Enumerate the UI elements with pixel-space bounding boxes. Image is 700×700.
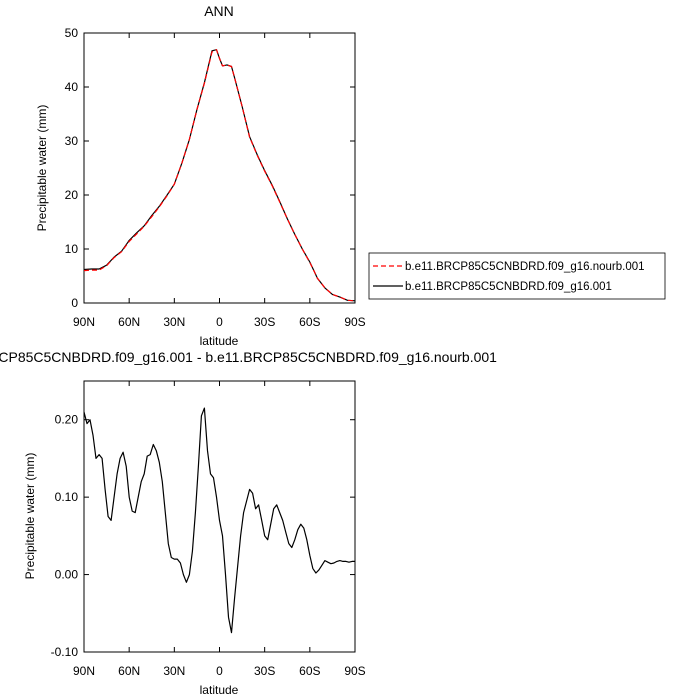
top-y-ticks: 0 10 20 30 40 50 [65,26,355,310]
bottom-panel: b.e11.BRCP85C5CNBDRD.f09_g16.001 - b.e11… [0,349,497,697]
bottom-title: b.e11.BRCP85C5CNBDRD.f09_g16.001 - b.e11… [0,349,497,365]
bottom-x-tick-label: 90N [73,664,95,678]
bottom-x-tick-label: 30S [254,664,275,678]
bottom-x-tick-label: 0 [216,664,223,678]
top-x-tick-label: 60N [118,315,140,329]
top-y-axis-label: Precipitable water (mm) [35,105,49,232]
bottom-x-ticks: 90N 60N 30N 0 30S 60S 90S [73,381,366,678]
bottom-y-axis-label: Precipitable water (mm) [23,453,37,580]
bottom-y-ticks: -0.10 0.00 0.10 0.20 [51,413,355,659]
bottom-y-tick-label: -0.10 [51,645,79,659]
top-x-axis-label: latitude [200,334,239,348]
bottom-x-axis-label: latitude [200,683,239,697]
top-plot-frame [83,32,356,304]
top-y-tick-label: 40 [65,80,79,94]
bottom-series-line-0 [83,407,355,634]
top-x-tick-label: 90S [344,315,365,329]
top-x-tick-label: 0 [216,315,223,329]
top-series-lines [83,49,356,302]
top-y-tick-label: 20 [65,188,79,202]
top-series-line-0 [83,49,356,302]
bottom-x-tick-label: 30N [163,664,185,678]
top-x-tick-label: 60S [299,315,320,329]
legend-label-nourb: b.e11.BRCP85C5CNBDRD.f09_g16.nourb.001 [405,261,645,273]
legend: b.e11.BRCP85C5CNBDRD.f09_g16.nourb.001 b… [368,252,666,300]
top-series-line-1 [83,49,356,302]
bottom-y-tick-label: 0.20 [55,413,79,427]
legend-label-control: b.e11.BRCP85C5CNBDRD.f09_g16.001 [405,281,612,293]
top-y-tick-label: 50 [65,26,79,40]
bottom-y-tick-label: 0.00 [55,568,79,582]
top-panel: ANN 0 10 20 30 40 50 90N 60N 30N 0 30S 60S 90S lati… [35,3,366,348]
bottom-y-tick-label: 0.10 [55,490,79,504]
top-x-tick-label: 30N [163,315,185,329]
top-x-tick-label: 30S [254,315,275,329]
bottom-x-tick-label: 90S [344,664,365,678]
bottom-x-tick-label: 60N [118,664,140,678]
legend-box [368,252,666,300]
top-title: ANN [204,3,234,19]
top-y-tick-label: 0 [71,296,78,310]
top-y-tick-label: 10 [65,242,79,256]
bottom-series-lines [83,407,355,634]
top-x-tick-label: 90N [73,315,95,329]
bottom-x-tick-label: 60S [299,664,320,678]
top-y-tick-label: 30 [65,134,79,148]
top-x-ticks: 90N 60N 30N 0 30S 60S 90S [73,33,366,329]
